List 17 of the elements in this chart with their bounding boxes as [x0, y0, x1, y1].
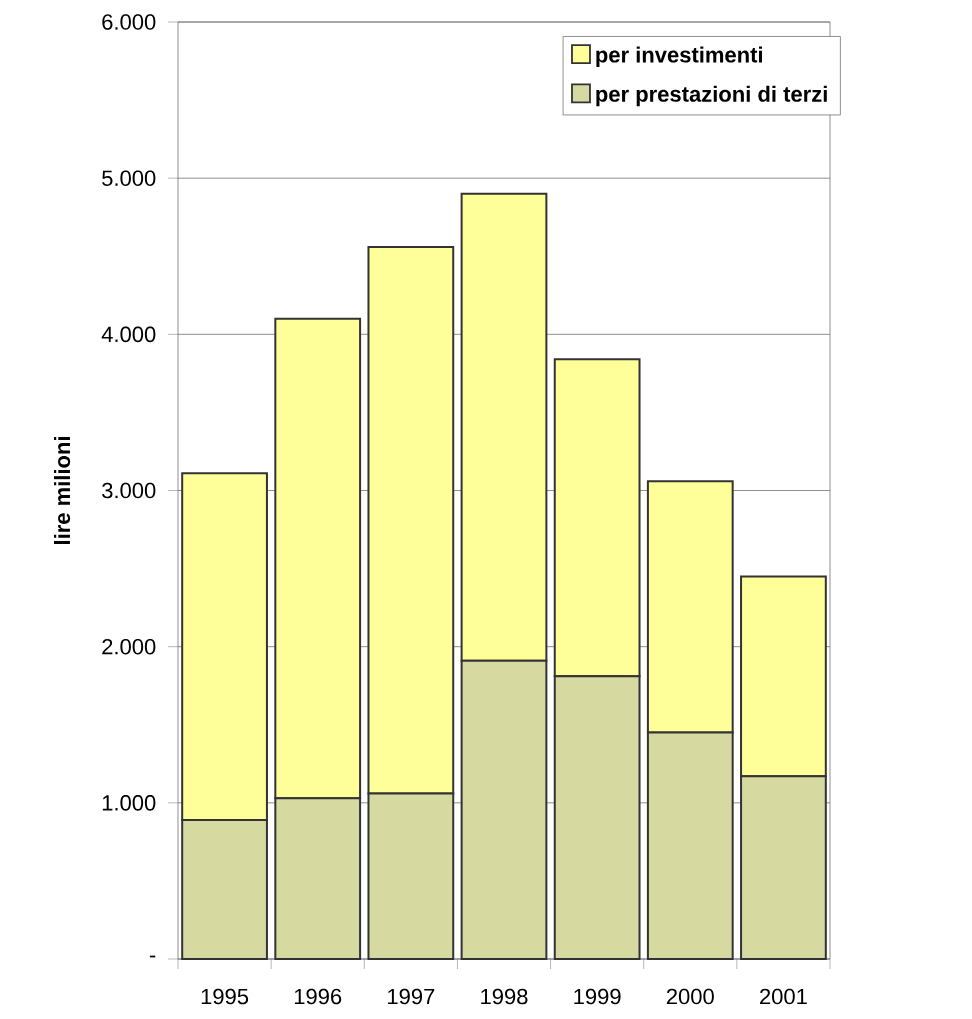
x-tick-label: 1996: [294, 988, 342, 1005]
y-tick-label: 3.000: [102, 482, 156, 499]
x-tick-label: 1999: [574, 988, 621, 1005]
x-tick-label: 2000: [666, 988, 714, 1005]
legend-label: per prestazioni di terzi: [596, 85, 827, 107]
x-tick-label: 2001: [760, 988, 807, 1005]
x-tick-label: 1998: [481, 988, 528, 1005]
x-tick-label: 1997: [388, 988, 435, 1005]
y-tick-label: 1.000: [102, 795, 156, 811]
y-tick-label: 4.000: [101, 326, 156, 343]
x-tick-label: 1995: [201, 988, 249, 1005]
y-tick-label: -: [149, 955, 156, 958]
legend-label: per investimenti: [596, 46, 763, 67]
y-tick-label: 2.000: [102, 638, 156, 655]
y-tick-label: 5.000: [102, 170, 156, 186]
y-axis-title: lire milioni: [54, 437, 71, 544]
y-tick-label: 6.000: [102, 14, 156, 30]
